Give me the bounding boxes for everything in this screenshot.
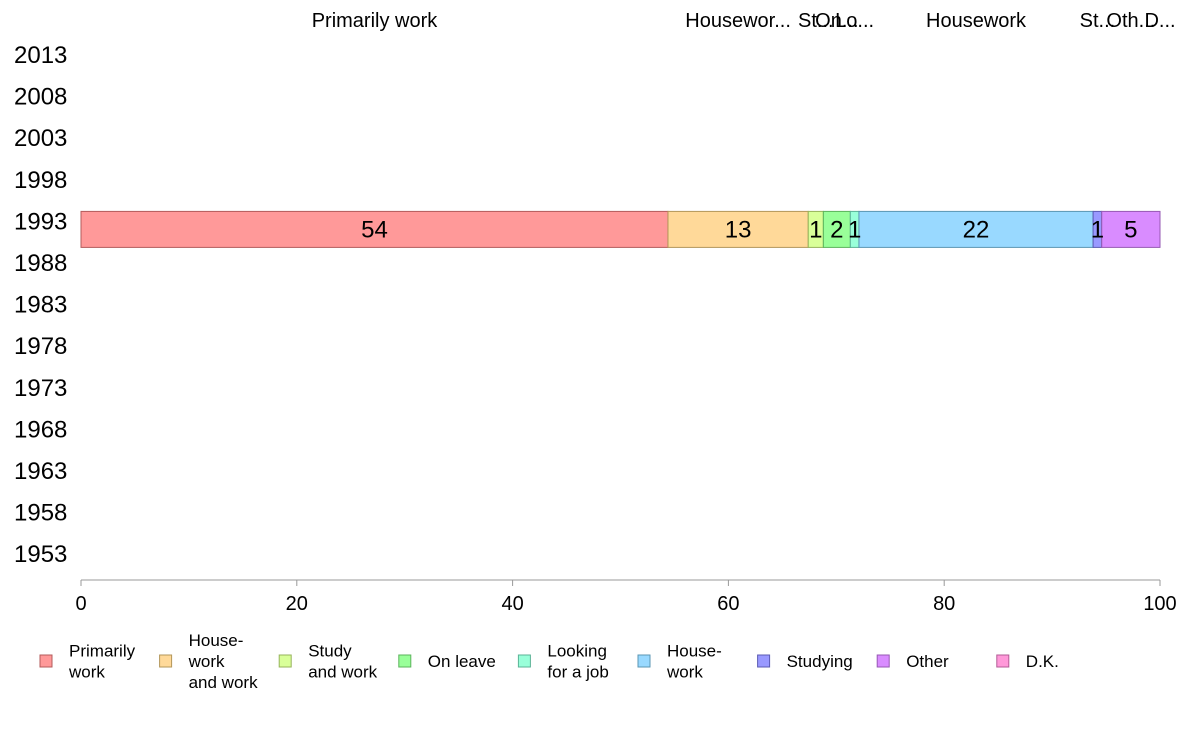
legend-label: Looking bbox=[547, 642, 607, 661]
legend-label: Other bbox=[906, 652, 949, 671]
x-axis: 0 20 40 60 80 100 bbox=[75, 579, 1177, 615]
top-label-4: Lo... bbox=[835, 10, 874, 32]
top-label-8: D... bbox=[1144, 10, 1175, 32]
legend-swatch bbox=[517, 654, 531, 668]
legend-label: and work bbox=[189, 673, 258, 692]
year-label: 1953 bbox=[14, 541, 67, 568]
legend-swatch bbox=[876, 654, 890, 668]
legend-label: work bbox=[188, 652, 225, 671]
bar-segment bbox=[858, 210, 1094, 248]
legend: Primarily work House-work and work Study and … bbox=[39, 631, 1059, 692]
x-tick-label: 40 bbox=[501, 593, 523, 615]
legend-swatch bbox=[39, 654, 53, 668]
top-label-0: Primarily work bbox=[312, 10, 439, 32]
top-label-2: St... bbox=[798, 10, 834, 32]
legend-swatch bbox=[637, 654, 651, 668]
x-tick-label: 0 bbox=[75, 593, 86, 615]
legend-label: Studying bbox=[787, 652, 853, 671]
year-label: 1973 bbox=[14, 375, 67, 402]
value-label: 5 bbox=[1124, 216, 1137, 243]
bar-segments bbox=[80, 210, 1161, 248]
value-label: 1 bbox=[1091, 216, 1104, 243]
top-label-7: Oth... bbox=[1106, 10, 1155, 32]
year-label: 1983 bbox=[14, 292, 67, 319]
legend-swatch bbox=[159, 654, 173, 668]
year-label: 1993 bbox=[14, 208, 67, 235]
legend-label: and work bbox=[308, 663, 377, 682]
year-label: 1963 bbox=[14, 458, 67, 485]
year-label: 1998 bbox=[14, 167, 67, 194]
legend-label: D.K. bbox=[1026, 652, 1059, 671]
year-label: 2003 bbox=[14, 125, 67, 152]
legend-label: On leave bbox=[428, 652, 496, 671]
year-label: 1968 bbox=[14, 416, 67, 443]
year-label: 1978 bbox=[14, 333, 67, 360]
legend-label: work bbox=[68, 663, 105, 682]
legend-swatch bbox=[278, 654, 292, 668]
x-tick-label: 80 bbox=[933, 593, 955, 615]
bar-value-labels: 54 13 1 2 1 22 1 5 bbox=[361, 216, 1137, 243]
value-label: 1 bbox=[848, 216, 861, 243]
bar-segment bbox=[1101, 210, 1161, 248]
value-label: 2 bbox=[830, 216, 843, 243]
legend-label: Primarily bbox=[69, 642, 136, 661]
value-label: 13 bbox=[725, 216, 752, 243]
x-tick-label: 20 bbox=[286, 593, 308, 615]
legend-swatch bbox=[398, 654, 412, 668]
top-label-3: On... bbox=[815, 10, 858, 32]
legend-swatch bbox=[996, 654, 1010, 668]
legend-swatch bbox=[757, 654, 771, 668]
legend-label: House- bbox=[189, 631, 244, 650]
legend-label: for a job bbox=[547, 663, 608, 682]
y-axis-year-labels: 2013 2008 2003 1998 1993 1988 1983 1978 1973 1968… bbox=[14, 42, 67, 568]
bar-segment bbox=[667, 210, 809, 248]
year-label: 2013 bbox=[14, 42, 67, 69]
legend-label: House- bbox=[667, 642, 722, 661]
legend-label: work bbox=[666, 663, 703, 682]
x-tick-label: 100 bbox=[1143, 593, 1176, 615]
category-top-labels: Primarily work Housewor... St...On...Lo...… bbox=[312, 10, 1176, 32]
top-label-1: Housewor... bbox=[685, 10, 791, 32]
value-label: 22 bbox=[963, 216, 990, 243]
top-label-5: Housework bbox=[926, 10, 1027, 32]
top-label-6: St... bbox=[1080, 10, 1116, 32]
year-label: 1958 bbox=[14, 500, 67, 527]
x-tick-label: 60 bbox=[717, 593, 739, 615]
year-label: 2008 bbox=[14, 84, 67, 111]
value-label: 1 bbox=[809, 216, 822, 243]
value-label: 54 bbox=[361, 216, 388, 243]
year-label: 1988 bbox=[14, 250, 67, 277]
legend-label: Study bbox=[308, 642, 352, 661]
